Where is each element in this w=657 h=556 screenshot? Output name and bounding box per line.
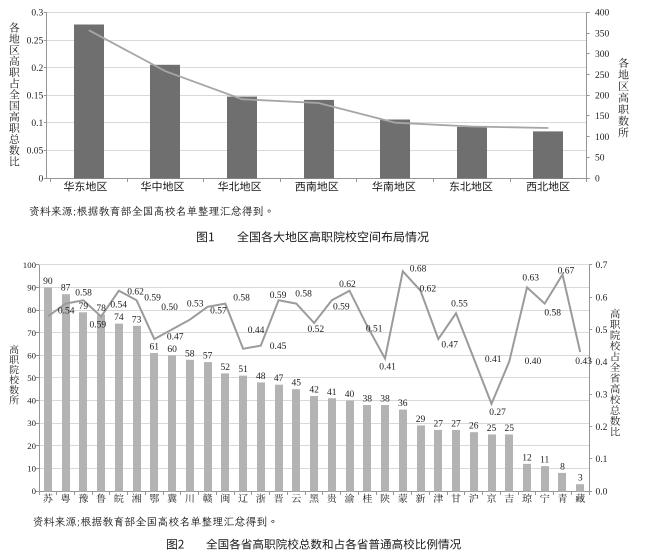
svg-text:0.3: 0.3 bbox=[596, 391, 608, 401]
svg-text:11: 11 bbox=[540, 456, 549, 466]
svg-text:0.51: 0.51 bbox=[366, 325, 383, 335]
svg-text:73: 73 bbox=[132, 315, 142, 325]
svg-text:0.45: 0.45 bbox=[270, 342, 287, 352]
svg-text:0.57: 0.57 bbox=[210, 307, 227, 317]
svg-text:0.59: 0.59 bbox=[270, 291, 287, 301]
svg-text:47: 47 bbox=[274, 374, 284, 384]
svg-text:0.58: 0.58 bbox=[233, 293, 250, 303]
svg-text:0.63: 0.63 bbox=[522, 273, 539, 283]
svg-text:0.6: 0.6 bbox=[596, 294, 608, 304]
svg-text:0.15: 0.15 bbox=[27, 92, 44, 102]
svg-text:0.05: 0.05 bbox=[27, 147, 44, 157]
svg-text:38: 38 bbox=[363, 395, 373, 405]
svg-text:40: 40 bbox=[345, 390, 355, 400]
svg-text:61: 61 bbox=[150, 343, 160, 353]
svg-text:0: 0 bbox=[595, 174, 600, 184]
svg-text:25: 25 bbox=[487, 424, 497, 434]
svg-text:0.55: 0.55 bbox=[451, 299, 468, 309]
svg-text:0.54: 0.54 bbox=[110, 301, 127, 311]
svg-text:29: 29 bbox=[416, 415, 426, 425]
svg-text:27: 27 bbox=[434, 419, 444, 429]
svg-text:50: 50 bbox=[595, 154, 605, 164]
svg-text:12: 12 bbox=[522, 453, 532, 463]
svg-text:0.2: 0.2 bbox=[596, 423, 608, 433]
svg-text:100: 100 bbox=[595, 133, 610, 143]
svg-text:36: 36 bbox=[398, 399, 408, 409]
svg-text:74: 74 bbox=[114, 313, 124, 323]
svg-text:0.54: 0.54 bbox=[58, 307, 75, 317]
svg-text:0.41: 0.41 bbox=[485, 355, 502, 365]
svg-text:57: 57 bbox=[203, 352, 213, 362]
svg-text:0.59: 0.59 bbox=[89, 321, 106, 331]
svg-text:52: 52 bbox=[221, 363, 231, 373]
svg-text:90: 90 bbox=[27, 283, 36, 293]
svg-text:0.52: 0.52 bbox=[307, 325, 324, 335]
svg-text:200: 200 bbox=[595, 92, 610, 102]
svg-text:150: 150 bbox=[595, 112, 610, 122]
svg-text:0.50: 0.50 bbox=[161, 303, 178, 313]
svg-text:60: 60 bbox=[167, 345, 177, 355]
svg-text:70: 70 bbox=[27, 328, 36, 338]
svg-text:42: 42 bbox=[309, 386, 319, 396]
svg-text:0.25: 0.25 bbox=[27, 36, 44, 46]
svg-text:0.59: 0.59 bbox=[144, 293, 161, 303]
svg-text:0: 0 bbox=[32, 486, 37, 496]
svg-text:0.3: 0.3 bbox=[31, 9, 43, 19]
svg-text:0.1: 0.1 bbox=[31, 119, 43, 129]
svg-text:400: 400 bbox=[595, 9, 610, 19]
svg-text:38: 38 bbox=[380, 395, 390, 405]
svg-text:0.2: 0.2 bbox=[31, 64, 43, 74]
svg-text:0.67: 0.67 bbox=[558, 267, 575, 277]
svg-text:45: 45 bbox=[292, 379, 302, 389]
svg-text:0.4: 0.4 bbox=[596, 358, 608, 368]
svg-text:0.47: 0.47 bbox=[441, 341, 458, 351]
svg-text:0.53: 0.53 bbox=[187, 299, 204, 309]
svg-text:0: 0 bbox=[38, 174, 43, 184]
svg-text:0.1: 0.1 bbox=[596, 455, 608, 465]
svg-text:79: 79 bbox=[79, 302, 89, 312]
svg-text:0.58: 0.58 bbox=[75, 289, 92, 299]
svg-text:27: 27 bbox=[451, 419, 461, 429]
svg-text:41: 41 bbox=[327, 388, 337, 398]
svg-text:8: 8 bbox=[560, 462, 565, 472]
svg-text:87: 87 bbox=[61, 284, 71, 294]
svg-text:0.62: 0.62 bbox=[339, 280, 356, 290]
svg-text:0.5: 0.5 bbox=[596, 326, 608, 336]
svg-text:0.68: 0.68 bbox=[410, 265, 427, 275]
svg-text:0.47: 0.47 bbox=[167, 332, 184, 342]
svg-text:60: 60 bbox=[27, 350, 36, 360]
svg-text:0.43: 0.43 bbox=[575, 357, 592, 367]
svg-text:0.27: 0.27 bbox=[489, 408, 506, 418]
svg-text:80: 80 bbox=[27, 305, 36, 315]
svg-text:51: 51 bbox=[238, 365, 248, 375]
svg-text:0.58: 0.58 bbox=[295, 290, 312, 300]
svg-text:350: 350 bbox=[595, 29, 610, 39]
svg-text:50: 50 bbox=[27, 373, 36, 383]
svg-text:30: 30 bbox=[27, 418, 36, 428]
svg-text:26: 26 bbox=[469, 422, 479, 432]
svg-text:48: 48 bbox=[256, 372, 266, 382]
svg-text:0.58: 0.58 bbox=[544, 309, 561, 319]
svg-text:20: 20 bbox=[27, 441, 36, 451]
svg-text:0.7: 0.7 bbox=[596, 261, 608, 271]
svg-text:25: 25 bbox=[504, 424, 514, 434]
svg-text:0.62: 0.62 bbox=[127, 287, 144, 297]
svg-text:10: 10 bbox=[27, 464, 36, 474]
svg-text:0.44: 0.44 bbox=[248, 326, 265, 336]
svg-text:0.40: 0.40 bbox=[525, 357, 542, 367]
svg-text:300: 300 bbox=[595, 50, 610, 60]
svg-text:90: 90 bbox=[43, 277, 53, 287]
svg-text:0.59: 0.59 bbox=[333, 303, 350, 313]
svg-text:40: 40 bbox=[27, 396, 36, 406]
svg-text:0.0: 0.0 bbox=[596, 487, 608, 497]
svg-text:250: 250 bbox=[595, 71, 610, 81]
svg-text:78: 78 bbox=[96, 304, 106, 314]
svg-text:0.41: 0.41 bbox=[379, 362, 396, 372]
svg-text:100: 100 bbox=[23, 260, 37, 270]
svg-text:0.62: 0.62 bbox=[419, 284, 436, 294]
svg-text:3: 3 bbox=[578, 474, 583, 484]
svg-text:58: 58 bbox=[185, 349, 195, 359]
